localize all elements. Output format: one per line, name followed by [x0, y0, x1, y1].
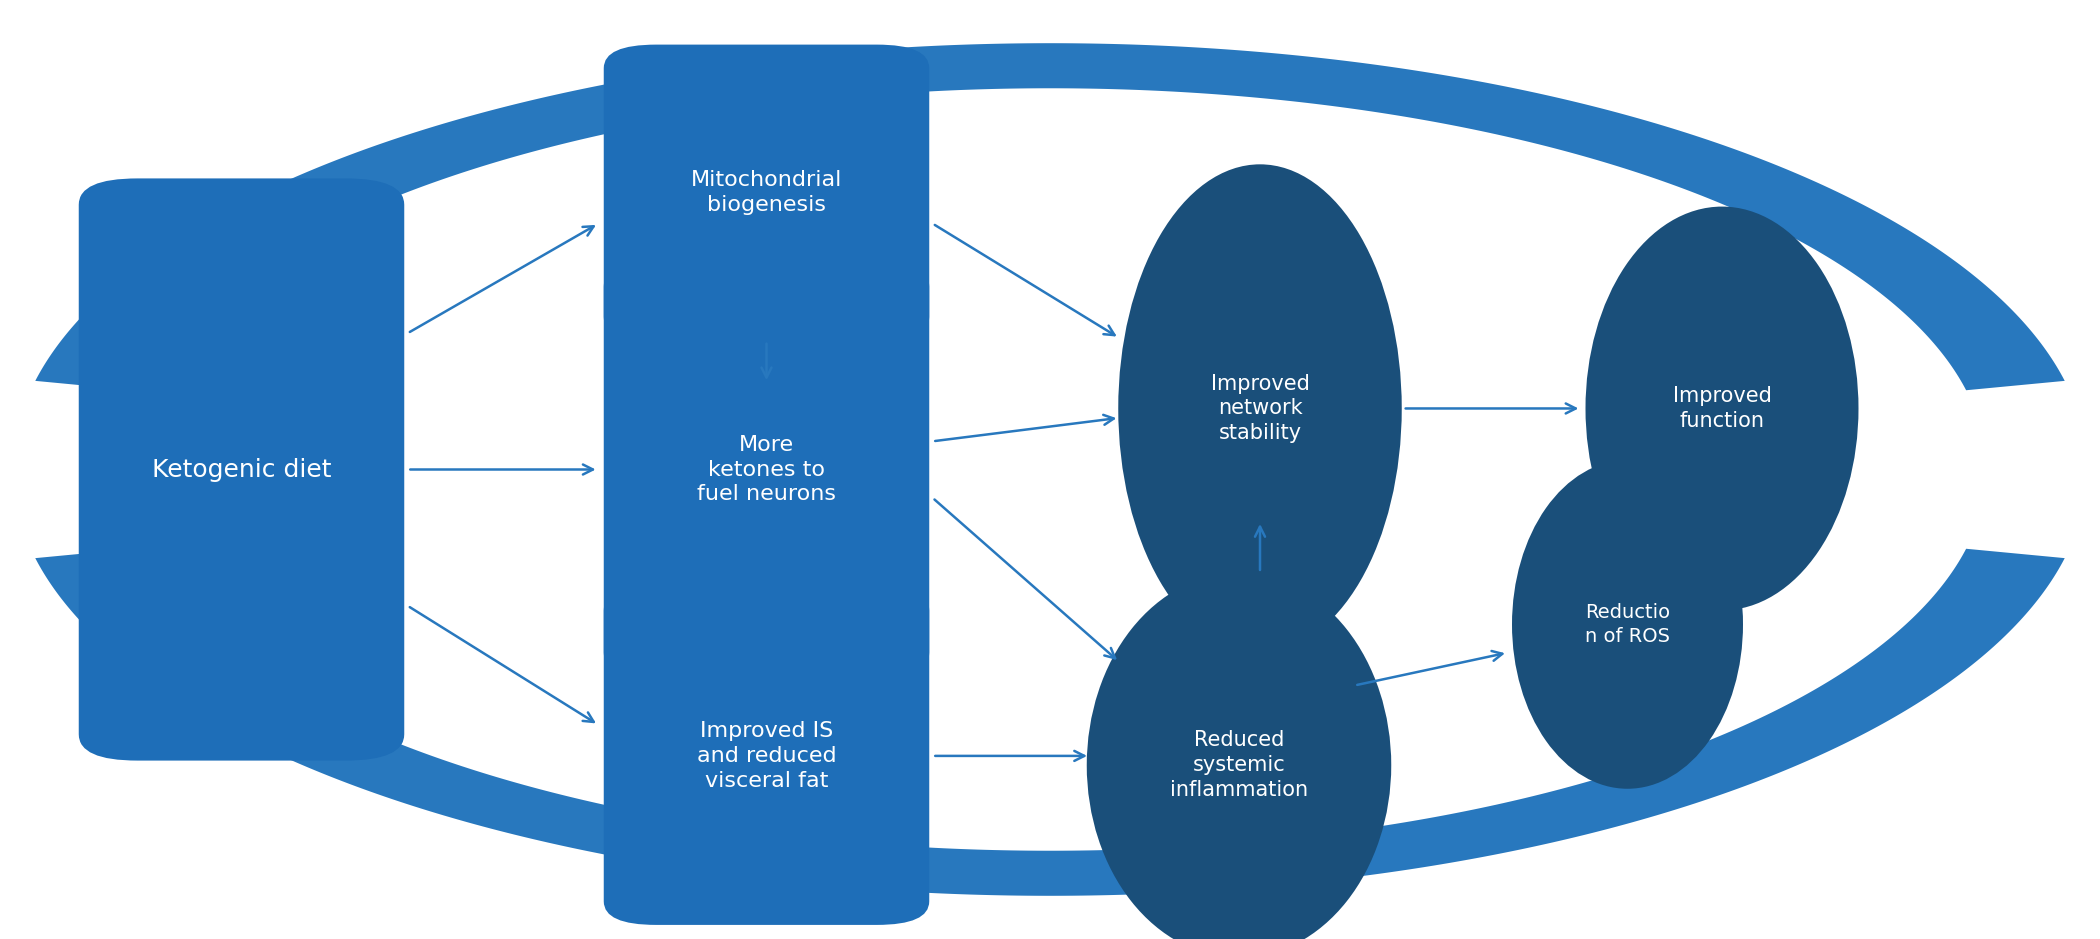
FancyBboxPatch shape [605, 587, 928, 925]
FancyBboxPatch shape [80, 178, 403, 761]
Text: More
ketones to
fuel neurons: More ketones to fuel neurons [697, 435, 836, 504]
Ellipse shape [1512, 460, 1743, 789]
Text: Ketogenic diet: Ketogenic diet [151, 457, 332, 482]
Text: Improved IS
and reduced
visceral fat: Improved IS and reduced visceral fat [697, 721, 836, 791]
FancyBboxPatch shape [605, 263, 928, 676]
Text: Reductio
n of ROS: Reductio n of ROS [1586, 603, 1670, 646]
Polygon shape [1913, 304, 2016, 378]
Text: Mitochondrial
biogenesis: Mitochondrial biogenesis [691, 170, 842, 215]
Polygon shape [36, 548, 2064, 896]
Text: Improved
function: Improved function [1672, 386, 1772, 431]
Ellipse shape [1117, 164, 1403, 653]
FancyBboxPatch shape [605, 44, 928, 340]
Ellipse shape [1586, 207, 1858, 610]
Text: Improved
network
stability: Improved network stability [1210, 374, 1310, 443]
Polygon shape [36, 43, 2064, 391]
Text: Reduced
systemic
inflammation: Reduced systemic inflammation [1170, 731, 1308, 800]
Polygon shape [84, 560, 191, 635]
Ellipse shape [1088, 573, 1390, 939]
